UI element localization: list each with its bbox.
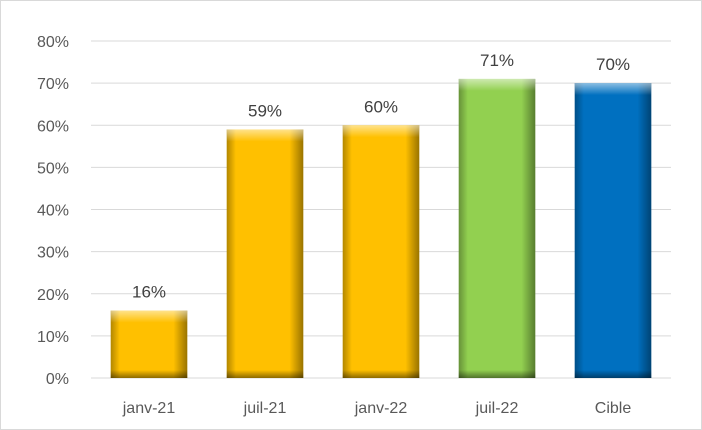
bar-bottom-bevel bbox=[342, 370, 420, 378]
y-tick-label: 20% bbox=[37, 287, 69, 304]
bar-top-bevel bbox=[226, 129, 304, 142]
bar bbox=[574, 83, 652, 378]
data-label: 59% bbox=[248, 101, 282, 120]
bar-top-bevel bbox=[574, 83, 652, 96]
x-tick-label: juil-21 bbox=[243, 400, 287, 417]
y-tick-label: 70% bbox=[37, 76, 69, 93]
data-label: 71% bbox=[480, 51, 514, 70]
bar-top-bevel bbox=[110, 310, 188, 323]
x-tick-label: janv-22 bbox=[354, 400, 408, 417]
bar-bottom-bevel bbox=[574, 370, 652, 378]
x-tick-label: janv-21 bbox=[122, 400, 176, 417]
bar-bottom-bevel bbox=[226, 370, 304, 378]
bar-bottom-bevel bbox=[458, 370, 536, 378]
bars: 16% 59% 60% 71% 70% bbox=[110, 51, 652, 378]
bar-side-shade bbox=[226, 129, 304, 378]
bar-side-shade bbox=[574, 83, 652, 378]
bar bbox=[226, 129, 304, 378]
bar-top-bevel bbox=[342, 125, 420, 138]
bar bbox=[458, 78, 536, 378]
x-tick-label: juil-22 bbox=[475, 400, 519, 417]
bar bbox=[110, 310, 188, 378]
y-tick-label: 10% bbox=[37, 329, 69, 346]
bar-bottom-bevel bbox=[110, 370, 188, 378]
y-axis: 0% 10% 20% 30% 40% 50% 60% 70% 80% bbox=[37, 34, 69, 388]
y-tick-label: 40% bbox=[37, 203, 69, 220]
y-tick-label: 60% bbox=[37, 118, 69, 135]
y-tick-label: 50% bbox=[37, 160, 69, 177]
bar-side-shade bbox=[342, 125, 420, 378]
data-label: 70% bbox=[596, 55, 630, 74]
y-tick-label: 30% bbox=[37, 245, 69, 262]
x-tick-label: Cible bbox=[595, 400, 632, 417]
bar-top-bevel bbox=[458, 78, 536, 91]
bar-side-shade bbox=[458, 78, 536, 378]
x-axis: janv-21 juil-21 janv-22 juil-22 Cible bbox=[122, 400, 632, 417]
data-label: 60% bbox=[364, 97, 398, 116]
y-tick-label: 0% bbox=[46, 371, 69, 388]
data-label: 16% bbox=[132, 283, 166, 302]
y-tick-label: 80% bbox=[37, 34, 69, 51]
bar bbox=[342, 125, 420, 378]
